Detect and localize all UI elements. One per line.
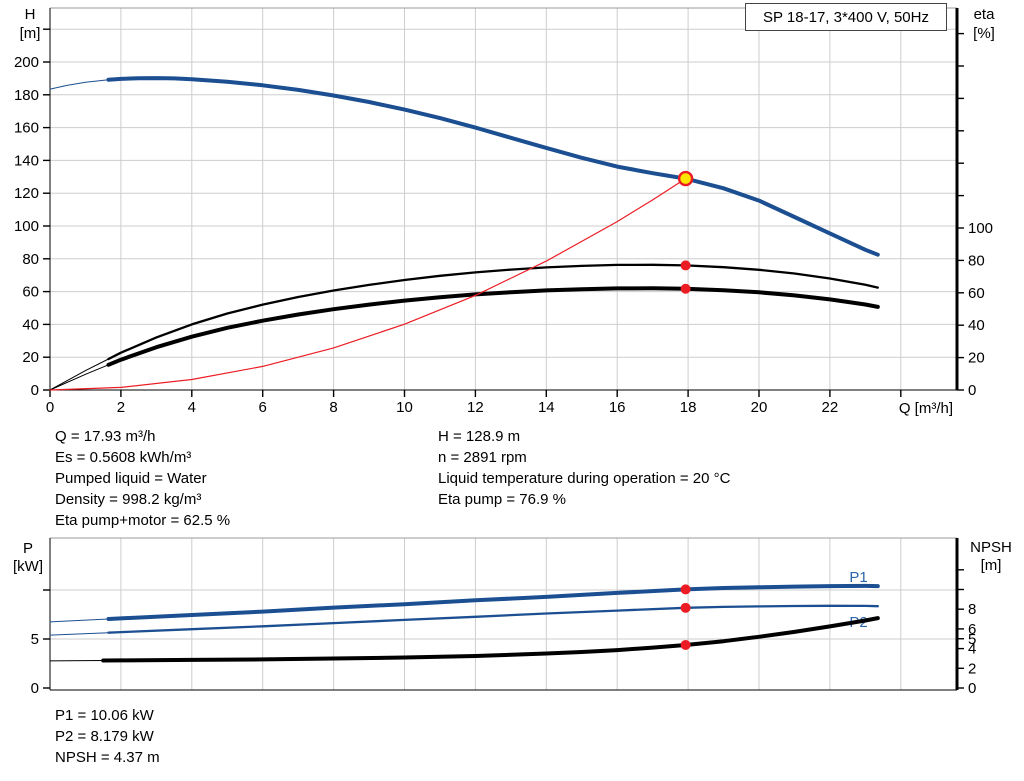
x-axis-tick-label: 2 xyxy=(117,399,125,416)
right-axis-title: [m] xyxy=(981,557,1002,574)
eta-pump-motor-curve xyxy=(106,286,880,367)
x-axis-tick-label: 0 xyxy=(46,399,54,416)
eta-pump-curve-lead xyxy=(49,358,109,391)
head-curve xyxy=(106,76,880,257)
info-line-temp: Liquid temperature during operation = 20… xyxy=(438,470,731,487)
left-axis-tick-label: 180 xyxy=(14,87,39,104)
system-curve xyxy=(49,178,687,391)
npsh-curve xyxy=(101,616,880,663)
info-line-eta-pump: Eta pump = 76.9 % xyxy=(438,491,566,508)
right-axis-tick-label: 0 xyxy=(968,680,976,697)
info-line-q: Q = 17.93 m³/h xyxy=(55,428,156,445)
info-line-p2: P2 = 8.179 kW xyxy=(55,728,154,745)
p2-point xyxy=(680,602,691,613)
right-axis-tick-label: 0 xyxy=(968,382,976,399)
left-axis-title: H xyxy=(25,6,36,23)
right-axis-title: eta xyxy=(974,6,996,23)
right-axis-tick-label: 40 xyxy=(968,317,985,334)
head-curve-lead xyxy=(49,79,109,90)
right-axis-tick-label: 8 xyxy=(968,601,976,618)
left-axis-title: [kW] xyxy=(13,558,43,575)
right-axis-tick-label: 6 xyxy=(968,621,976,638)
left-axis-tick-label: 40 xyxy=(22,316,39,333)
info-line-es: Es = 0.5608 kWh/m³ xyxy=(55,449,192,466)
right-axis-title: NPSH xyxy=(970,539,1012,556)
x-axis-tick-label: 14 xyxy=(538,399,555,416)
x-axis-tick-label: 4 xyxy=(188,399,196,416)
x-axis-tick-label: 22 xyxy=(822,399,839,416)
left-axis-tick-label: 0 xyxy=(31,680,39,697)
eta-pump-motor-curve-lead xyxy=(49,364,109,391)
eta-pump-motor-point xyxy=(680,283,691,294)
left-axis-tick-label: 140 xyxy=(14,152,39,169)
head-eta-chart: 0 20 40 60 80 100 120 140 160 180 200 0 20 40 60 80 100 0… xyxy=(14,6,995,417)
right-axis-tick-label: 60 xyxy=(968,285,985,302)
x-axis-tick-label: 6 xyxy=(259,399,267,416)
x-axis-tick-label: 18 xyxy=(680,399,697,416)
x-axis-tick-label: 20 xyxy=(751,399,768,416)
left-axis-title: [m] xyxy=(20,25,41,42)
left-axis-tick-label: 160 xyxy=(14,120,39,137)
p1-point xyxy=(680,584,691,595)
left-axis-title: P xyxy=(23,540,33,557)
p2-curve-lead xyxy=(49,632,109,636)
info-line-n: n = 2891 rpm xyxy=(438,449,527,466)
duty-info-right: H = 128.9 m n = 2891 rpm Liquid temperat… xyxy=(438,426,730,510)
right-axis-tick-label: 100 xyxy=(968,220,993,237)
eta-pump-point xyxy=(680,260,691,271)
p1-curve xyxy=(106,583,880,621)
left-axis-tick-label: 0 xyxy=(31,382,39,399)
p1-curve-label: P1 xyxy=(849,569,867,586)
left-axis-tick-label: 5 xyxy=(31,631,39,648)
left-axis-tick-label: 100 xyxy=(14,218,39,235)
pump-title: SP 18-17, 3*400 V, 50Hz xyxy=(763,8,929,26)
left-axis-tick-label: 20 xyxy=(22,349,39,366)
left-axis-tick-label: 200 xyxy=(14,54,39,71)
x-axis-tick-label: 12 xyxy=(467,399,484,416)
x-axis-title: Q [m³/h] xyxy=(899,400,953,417)
right-axis-tick-label: 80 xyxy=(968,252,985,269)
p2-curve xyxy=(107,604,879,634)
left-axis-tick-label: 60 xyxy=(22,284,39,301)
info-line-liquid: Pumped liquid = Water xyxy=(55,470,207,487)
right-axis-title: [%] xyxy=(973,25,995,42)
p1-curve-lead xyxy=(49,618,109,623)
duty-info-left: Q = 17.93 m³/h Es = 0.5608 kWh/m³ Pumped… xyxy=(55,426,230,531)
info-line-p1: P1 = 10.06 kW xyxy=(55,707,154,724)
left-axis-tick-label: 120 xyxy=(14,185,39,202)
info-line-npsh: NPSH = 4.37 m xyxy=(55,749,160,766)
info-line-h: H = 128.9 m xyxy=(438,428,521,445)
npsh-point xyxy=(680,639,691,650)
duty-info-bottom: P1 = 10.06 kW P2 = 8.179 kW NPSH = 4.37 … xyxy=(55,705,160,768)
x-axis-tick-label: 10 xyxy=(396,399,413,416)
duty-point-marker[interactable] xyxy=(677,170,694,187)
x-axis-tick-label: 8 xyxy=(329,399,337,416)
right-axis-tick-label: 20 xyxy=(968,350,985,367)
right-axis-tick-label: 2 xyxy=(968,660,976,677)
right-axis-tick-label: 5 xyxy=(968,631,976,648)
info-line-eta-pump-motor: Eta pump+motor = 62.5 % xyxy=(55,512,231,529)
eta-pump-curve xyxy=(107,263,879,361)
right-axis-tick-label: 4 xyxy=(968,641,976,658)
pump-title-box: SP 18-17, 3*400 V, 50Hz xyxy=(745,3,947,31)
info-line-density: Density = 998.2 kg/m³ xyxy=(55,491,202,508)
x-axis-tick-label: 16 xyxy=(609,399,626,416)
left-axis-tick-label: 80 xyxy=(22,251,39,268)
